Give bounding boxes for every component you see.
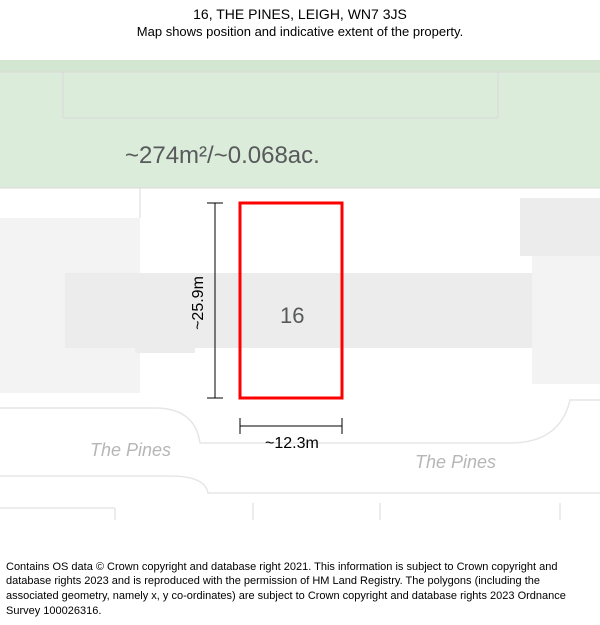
area-size-label: ~274m²/~0.068ac.	[125, 142, 320, 169]
map-svg: ~274m²/~0.068ac. The Pines The Pines 16	[0, 48, 600, 520]
dimension-vertical-label: ~25.9m	[190, 276, 207, 330]
street-label-left: The Pines	[90, 440, 171, 460]
house-number-label: 16	[280, 303, 304, 328]
property-address-title: 16, THE PINES, LEIGH, WN7 3JS	[0, 6, 600, 22]
street-label-right: The Pines	[415, 452, 496, 472]
building-right	[532, 256, 600, 384]
copyright-footer: Contains OS data © Crown copyright and d…	[6, 560, 594, 619]
building-right-top	[520, 198, 600, 256]
map-subtitle: Map shows position and indicative extent…	[0, 24, 600, 39]
lower-parcel-lines	[0, 503, 560, 520]
page-root: 16, THE PINES, LEIGH, WN7 3JS Map shows …	[0, 0, 600, 625]
header: 16, THE PINES, LEIGH, WN7 3JS Map shows …	[0, 0, 600, 39]
map-area: ~274m²/~0.068ac. The Pines The Pines 16	[0, 48, 600, 520]
dimension-horizontal-label: ~12.3m	[265, 435, 319, 452]
green-area-top-stripe	[0, 60, 600, 72]
building-left-small	[135, 293, 195, 353]
road-edge-bottom	[0, 476, 600, 493]
dimension-horizontal: ~12.3m	[240, 418, 342, 452]
